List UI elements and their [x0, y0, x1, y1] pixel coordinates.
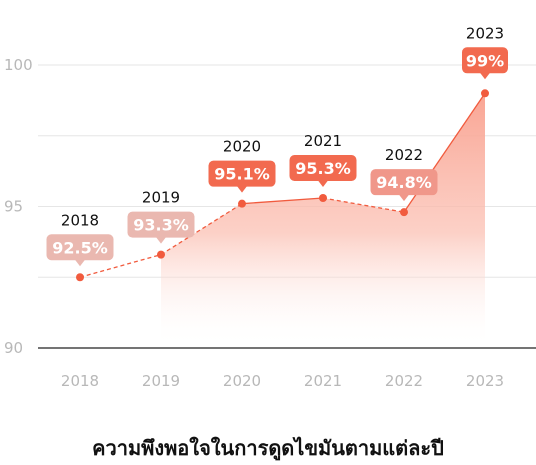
- data-point-2018: [76, 273, 84, 282]
- point-year-label: 2020: [223, 138, 261, 156]
- x-tick-label: 2023: [466, 372, 504, 390]
- point-year-label: 2023: [466, 24, 504, 42]
- x-tick-label: 2021: [304, 372, 342, 390]
- x-tick-label: 2020: [223, 372, 261, 390]
- line-segment: [241, 197, 324, 205]
- x-tick-label: 2018: [61, 372, 99, 390]
- chart-title: ความพึงพอใจในการดูดไขมันตามแต่ละปี: [92, 436, 444, 460]
- area-fill: [161, 93, 485, 348]
- value-badge-pointer: [480, 72, 490, 80]
- data-point-2022: [400, 208, 408, 217]
- value-badge-bg: [208, 160, 276, 187]
- data-point-2021: [319, 194, 327, 203]
- y-tick-label: 95: [4, 198, 23, 216]
- point-year-label: 2022: [385, 146, 423, 164]
- value-badge-bg: [462, 47, 508, 74]
- data-point-2023: [481, 89, 489, 98]
- data-label: 94.8%: [376, 173, 432, 192]
- data-point-2020: [238, 199, 246, 208]
- point-year-label: 2021: [304, 132, 342, 150]
- data-label: 93.3%: [133, 216, 189, 235]
- point-year-label: 2018: [61, 211, 99, 229]
- value-badge-pointer: [75, 259, 85, 267]
- value-badge-bg: [370, 169, 438, 196]
- value-badge-pointer: [399, 194, 409, 202]
- data-point-2019: [157, 250, 165, 259]
- x-tick-label: 2019: [142, 372, 180, 390]
- value-badge-pointer: [237, 186, 247, 193]
- y-tick-label: 90: [4, 339, 23, 357]
- line-segment: [160, 203, 243, 256]
- axes: 90 95 100 2018 2019 2020 2021 2022 2023: [4, 56, 536, 390]
- data-label: 95.3%: [295, 159, 351, 178]
- data-label: 99%: [466, 51, 504, 70]
- area-shape: [161, 93, 485, 348]
- point-year-label: 2019: [142, 189, 180, 207]
- y-tick-label: 100: [4, 56, 33, 74]
- data-label: 95.1%: [214, 165, 270, 184]
- value-badge-pointer: [318, 180, 328, 188]
- value-badge-bg: [46, 234, 114, 261]
- data-label: 92.5%: [52, 238, 108, 257]
- value-badge-pointer: [156, 237, 166, 244]
- data-points: [76, 89, 489, 282]
- line-segment: [79, 253, 162, 278]
- x-tick-label: 2022: [385, 372, 423, 390]
- value-badge-bg: [127, 211, 195, 238]
- value-badge-bg: [289, 155, 357, 182]
- data-labels: 92.5% 2018 93.3% 2019 95.1% 2020 95.3% 2021 94.8…: [46, 24, 508, 267]
